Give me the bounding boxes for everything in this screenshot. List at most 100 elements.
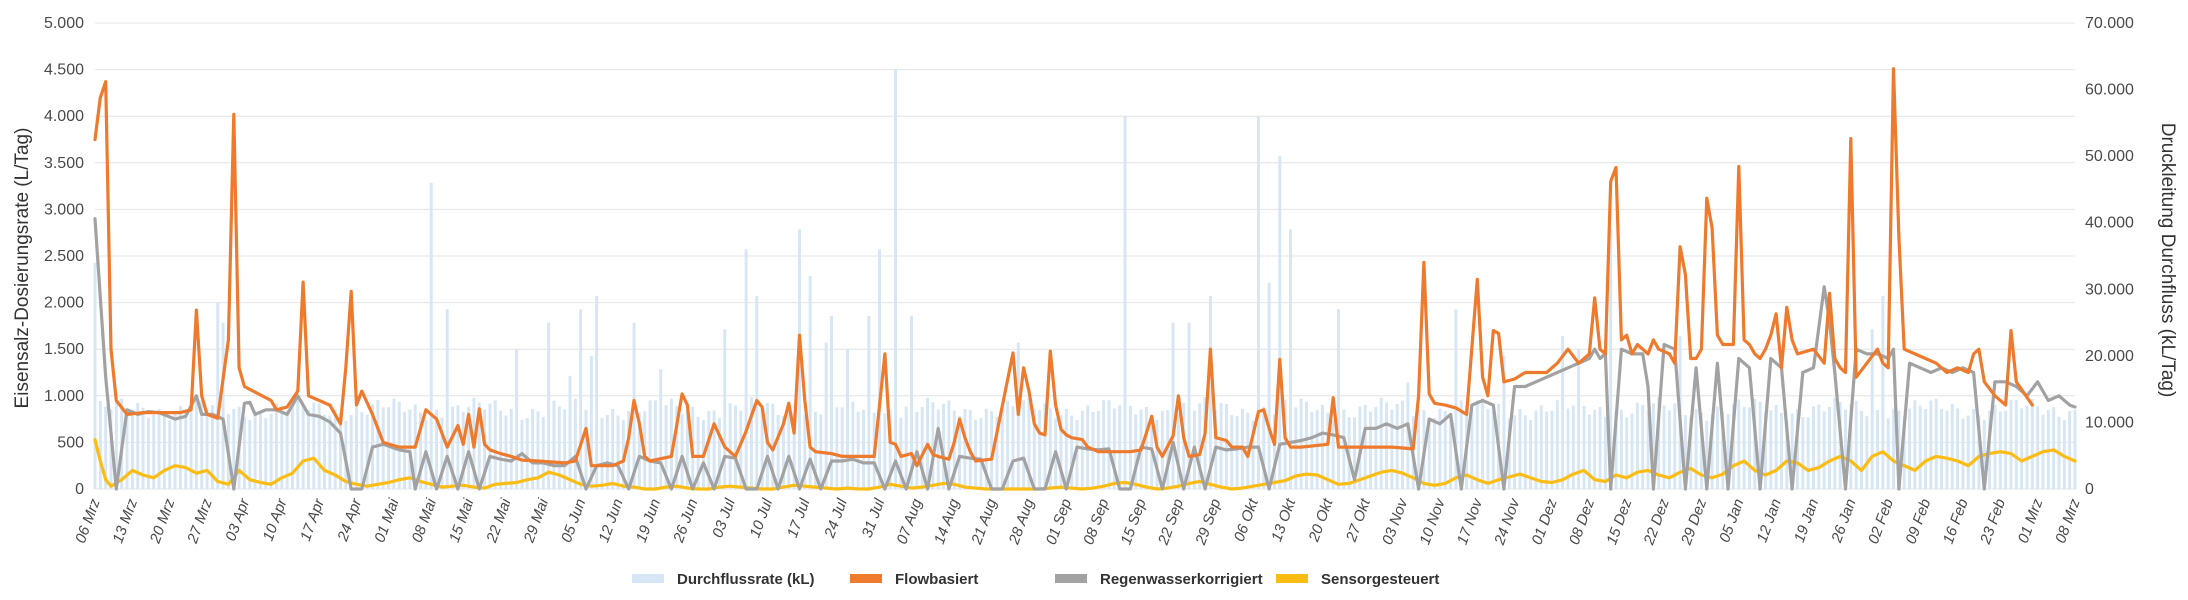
- flow-bar: [445, 309, 449, 489]
- flow-bar: [531, 408, 535, 489]
- flow-bar: [573, 398, 577, 489]
- flow-bar: [1230, 415, 1234, 489]
- x-tick: 19 Jun: [633, 497, 664, 545]
- flow-bar: [765, 402, 769, 489]
- flow-bar: [1417, 409, 1421, 489]
- flow-bar: [1128, 405, 1132, 489]
- flow-bar: [728, 403, 732, 489]
- x-tick: 28 Aug: [1005, 496, 1038, 548]
- flow-bar: [264, 418, 268, 489]
- flow-bar: [162, 415, 166, 489]
- x-tick: 10 Apr: [260, 496, 291, 544]
- flow-bar: [862, 409, 865, 489]
- flow-bar: [200, 400, 204, 489]
- flow-bar: [1433, 418, 1437, 489]
- flow-bar: [627, 410, 631, 489]
- flow-bar: [1032, 408, 1036, 489]
- y-right-tick: 50.000: [2085, 148, 2134, 165]
- x-tick: 17 Nov: [1454, 495, 1487, 547]
- x-tick: 06 Okt: [1231, 496, 1262, 544]
- flow-bar: [419, 412, 423, 489]
- flow-bar: [2025, 405, 2029, 489]
- y-left-tick: 1.500: [44, 341, 84, 358]
- flow-bar: [1940, 408, 1944, 489]
- flow-bar: [429, 182, 433, 489]
- flow-bar: [1475, 400, 1479, 489]
- flow-bar: [1561, 335, 1565, 489]
- flow-bar: [381, 407, 385, 489]
- flow-bar: [1683, 415, 1687, 489]
- flow-bar: [1785, 420, 1789, 489]
- flow-bar: [1011, 406, 1015, 489]
- flow-bar: [824, 342, 828, 489]
- flow-bar: [210, 405, 214, 489]
- x-tick: 03 Apr: [222, 496, 253, 544]
- y-left-tick: 2.000: [44, 295, 84, 312]
- flow-bar: [1342, 409, 1346, 489]
- x-tick: 09 Feb: [1902, 497, 1934, 547]
- flow-bar: [152, 414, 156, 489]
- x-tick: 08 Dez: [1566, 496, 1598, 547]
- legend-label: Regenwasserkorrigiert: [1100, 571, 1263, 588]
- x-tick: 05 Jan: [1716, 497, 1747, 545]
- flow-bar: [312, 402, 316, 489]
- x-tick: 08 Mai: [409, 496, 441, 545]
- flow-bar: [1587, 414, 1591, 489]
- flow-bar: [1774, 405, 1778, 489]
- flow-bar: [1454, 309, 1458, 489]
- x-tick: 12 Jan: [1754, 497, 1785, 545]
- flow-bar: [675, 405, 679, 489]
- flow-bar: [584, 409, 588, 489]
- flow-bar: [1406, 382, 1410, 489]
- flow-bar: [1801, 416, 1805, 489]
- legend-label: Flowbasiert: [895, 571, 978, 588]
- flow-bar: [1934, 398, 1938, 489]
- flow-bar: [867, 315, 871, 489]
- flow-bar: [749, 397, 753, 489]
- flow-bar: [910, 315, 914, 489]
- flow-bar: [669, 398, 673, 489]
- flow-bar: [958, 415, 962, 489]
- flow-bar: [296, 397, 300, 489]
- flow-bar: [173, 410, 177, 489]
- flow-bar: [242, 416, 246, 489]
- flow-bar: [1118, 405, 1122, 489]
- flow-bar: [1881, 295, 1885, 489]
- flow-bar: [835, 407, 839, 489]
- x-tick: 22 Mai: [483, 496, 515, 546]
- flow-bar: [1326, 412, 1330, 489]
- flow-bar: [1806, 417, 1810, 489]
- flow-bar: [461, 412, 465, 489]
- flow-bar: [488, 403, 492, 489]
- flow-bar: [579, 309, 583, 489]
- flow-bar: [648, 400, 652, 489]
- flow-bar: [1486, 408, 1490, 489]
- series-line-regenwasserkorrigiert: [93, 217, 2077, 491]
- flow-bar: [936, 409, 940, 489]
- x-tick: 24 Jul: [821, 496, 851, 541]
- flow-bar: [1427, 419, 1431, 489]
- flow-bar: [408, 409, 412, 489]
- flow-bar: [1961, 418, 1965, 489]
- y-left-tick: 5.000: [44, 15, 84, 32]
- flow-bar: [269, 413, 273, 489]
- flow-bar: [600, 418, 604, 489]
- flow-bar: [1641, 404, 1645, 489]
- flow-bar: [515, 349, 519, 489]
- flow-bar: [1155, 420, 1159, 489]
- x-tick: 10 Jul: [747, 496, 777, 540]
- x-tick: 31 Jul: [859, 496, 889, 540]
- legend-swatch: [1055, 574, 1087, 583]
- flow-bar: [717, 417, 721, 489]
- x-tick: 21 Aug: [968, 496, 1001, 548]
- legend: Durchflussrate (kL) Flowbasiert Regenwasse…: [632, 571, 1439, 588]
- flow-bar: [2004, 410, 2008, 489]
- flow-bar: [509, 408, 513, 489]
- flow-bar: [125, 408, 129, 489]
- x-tick: 24 Apr: [334, 496, 366, 545]
- x-tick: 06 Mrz: [72, 496, 104, 545]
- y-right-tick: 30.000: [2085, 281, 2134, 298]
- flow-bar: [307, 409, 310, 489]
- flow-bar: [1278, 156, 1282, 489]
- flow-bar: [979, 418, 983, 489]
